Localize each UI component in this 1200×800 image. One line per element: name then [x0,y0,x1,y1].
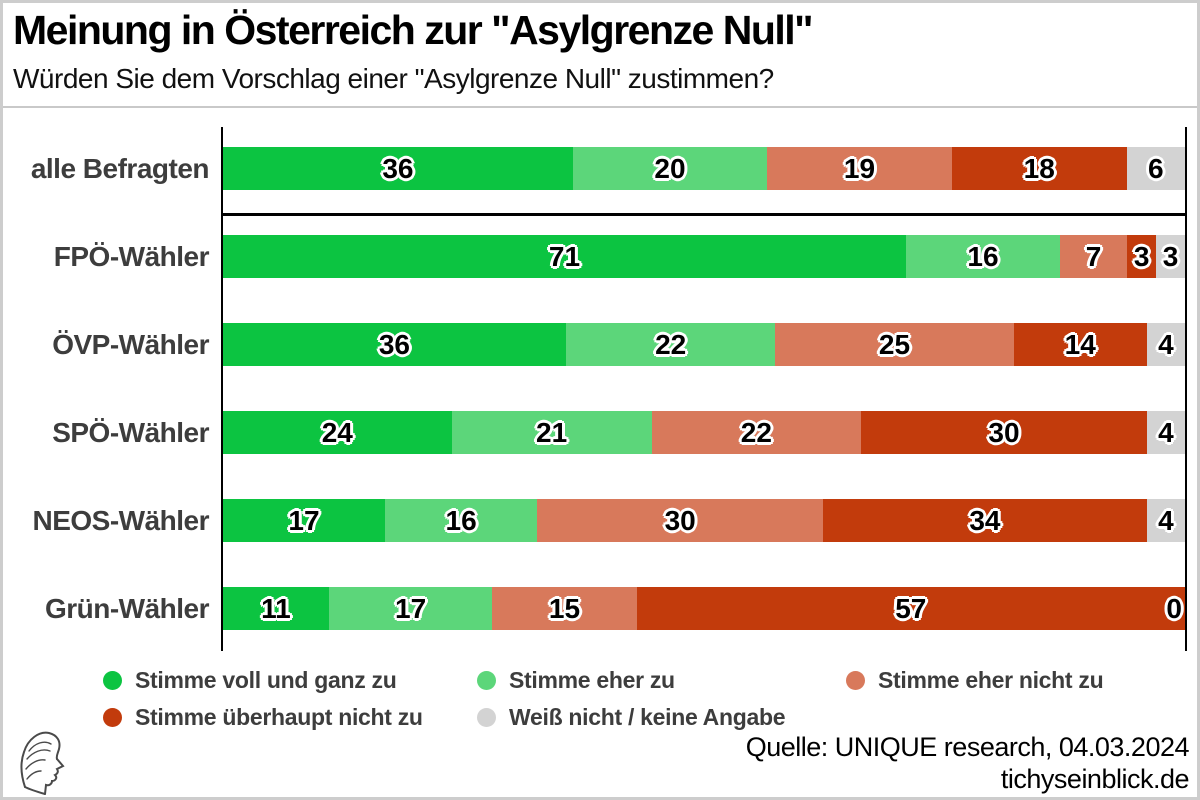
category-label: Grün-Wähler [44,593,210,624]
value-label: 36 [382,152,414,184]
bar-segment: 3 [1127,235,1157,278]
bar-segment: 16 [906,235,1060,278]
bar-segment: 4 [1146,499,1185,542]
value-label: 4 [1158,416,1174,448]
right-frame-line [1185,127,1187,651]
bar-segment: 36 [223,147,573,190]
bar-segment: 30 [537,499,824,542]
y-axis-line [221,127,223,651]
value-label: 14 [1064,328,1096,360]
bar-segment: 20 [572,147,768,190]
stacked-bar: 36 22 25 14 4 [223,323,1185,366]
bar-segment: 30 [861,411,1147,454]
bar-segment: 15 [492,587,637,630]
category-label: SPÖ-Wähler [52,417,209,448]
website-text: tichyseinblick.de [1000,764,1190,794]
header-divider [3,106,1197,108]
value-label: 21 [536,416,568,448]
value-label: 15 [548,592,581,624]
bar-segment: 25 [775,323,1014,366]
bar-segment: 4 [1146,323,1185,366]
legend-label: Stimme eher nicht zu [878,666,1104,693]
value-label: 4 [1158,328,1174,360]
value-label: 6 [1148,152,1164,184]
value-label: 4 [1158,504,1174,536]
stacked-bar: 24 21 22 30 4 [223,411,1185,454]
value-label: 24 [321,416,353,448]
legend-color-dot-icon [477,707,496,727]
value-label: 7 [1085,240,1102,272]
page-subtitle: Würden Sie dem Vorschlag einer "Asylgren… [13,63,774,94]
legend-item: Stimme überhaupt nicht zu [103,703,423,731]
bar-segment: 19 [767,147,952,190]
stacked-bar: 36 20 19 18 6 [223,147,1185,190]
category-label: alle Befragten [30,153,210,184]
value-label: 22 [740,416,772,448]
bar-segment: 17 [223,499,385,542]
bar-segment: 7 [1059,235,1128,278]
legend-label: Stimme voll und ganz zu [135,666,397,693]
value-label: 11 [261,592,291,624]
bar-segment: 24 [223,411,452,454]
value-label: 20 [654,152,686,184]
value-label: 17 [288,504,320,536]
bar-segment: 6 [1126,147,1185,190]
value-label: 3 [1133,240,1150,272]
category-label: FPÖ-Wähler [53,241,210,272]
value-label: 30 [988,416,1020,448]
value-label: 16 [445,504,477,536]
stacked-bar: 71 16 7 3 3 [223,235,1185,278]
stacked-bar: 11 17 15 57 0 [223,587,1185,630]
category-label: NEOS-Wähler [32,505,209,536]
legend-label: Stimme überhaupt nicht zu [135,703,423,730]
bar-segment: 17 [328,587,493,630]
bar-segment: 14 [1013,323,1147,366]
legend-label: Weiß nicht / keine Angabe [509,703,786,730]
value-label: 18 [1023,152,1055,184]
bar-segment: 22 [651,411,862,454]
value-label: 3 [1162,240,1179,272]
value-label: 19 [843,152,876,184]
value-label: 57 [895,592,927,624]
legend-label: Stimme eher zu [509,666,675,693]
value-label: 71 [548,240,581,272]
tichyseinblick-logo classical-profile-head-icon [20,731,65,795]
value-label: 25 [878,328,911,360]
value-label: 0 [1166,592,1182,624]
bar-segment: 36 [223,323,566,366]
legend-color-dot-icon [103,707,122,727]
bar-segment: 3 [1156,235,1185,278]
bar-segment: 22 [565,323,776,366]
legend-color-dot-icon [103,670,122,690]
legend-color-dot-icon [846,670,865,690]
legend-item: Stimme eher nicht zu [846,666,1104,694]
bar-segment: 18 [951,147,1127,190]
bar-segment: 34 [823,499,1147,542]
category-label: ÖVP-Wähler [52,329,209,360]
source-text: Quelle: UNIQUE research, 04.03.2024 [745,732,1190,762]
legend-item: Weiß nicht / keine Angabe [477,703,786,731]
bar-segment: 4 [1146,411,1185,454]
value-label: 30 [664,504,696,536]
bar-segment: 16 [384,499,538,542]
legend-item: Stimme voll und ganz zu [103,666,397,694]
value-label: 36 [378,328,411,360]
legend-color-dot-icon [477,670,496,690]
value-label: 22 [655,328,687,360]
bar-segment: 21 [451,411,652,454]
value-label: 34 [969,504,1001,536]
legend-item: Stimme eher zu [477,666,675,694]
bar-segment: 57 [636,587,1185,630]
value-label: 17 [395,592,427,624]
value-label: 16 [967,240,999,272]
bar-segment: 71 [223,235,907,278]
group-separator-line [221,213,1187,216]
page-title: Meinung in Österreich zur "Asylgrenze Nu… [13,7,814,53]
stacked-bar: 17 16 30 34 4 [223,499,1185,542]
bar-segment: 11 [223,587,329,630]
